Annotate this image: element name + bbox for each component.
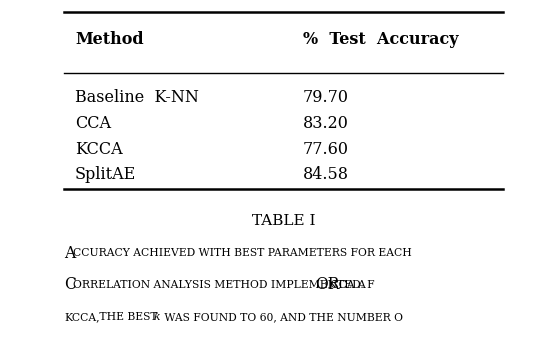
Text: Method: Method: [75, 31, 143, 48]
Text: 83.20: 83.20: [303, 115, 349, 132]
Text: SplitAE: SplitAE: [75, 166, 136, 183]
Text: CCA A: CCA A: [327, 280, 366, 290]
Text: 84.58: 84.58: [303, 166, 349, 183]
Text: %  Test  Accuracy: % Test Accuracy: [303, 31, 459, 48]
Text: ORRELATION ANALYSIS METHOD IMPLEMENTED. F: ORRELATION ANALYSIS METHOD IMPLEMENTED. …: [73, 280, 374, 290]
Text: Baseline  K-NN: Baseline K-NN: [75, 89, 199, 106]
Text: CCURACY ACHIEVED WITH BEST PARAMETERS FOR EACH: CCURACY ACHIEVED WITH BEST PARAMETERS FO…: [73, 248, 411, 258]
Text: TABLE I: TABLE I: [252, 214, 315, 228]
Text: KCCA,: KCCA,: [64, 312, 100, 322]
Text: 79.70: 79.70: [303, 89, 349, 106]
Text: WAS FOUND TO 60, AND THE NUMBER O: WAS FOUND TO 60, AND THE NUMBER O: [161, 312, 403, 322]
Text: CCA: CCA: [75, 115, 111, 132]
Text: OR: OR: [315, 276, 339, 293]
Text: KCCA: KCCA: [75, 141, 123, 158]
Text: 77.60: 77.60: [303, 141, 349, 158]
Text: THE BEST: THE BEST: [96, 312, 161, 322]
Text: C: C: [64, 276, 76, 293]
Text: k: k: [154, 312, 161, 322]
Text: A: A: [64, 245, 75, 262]
